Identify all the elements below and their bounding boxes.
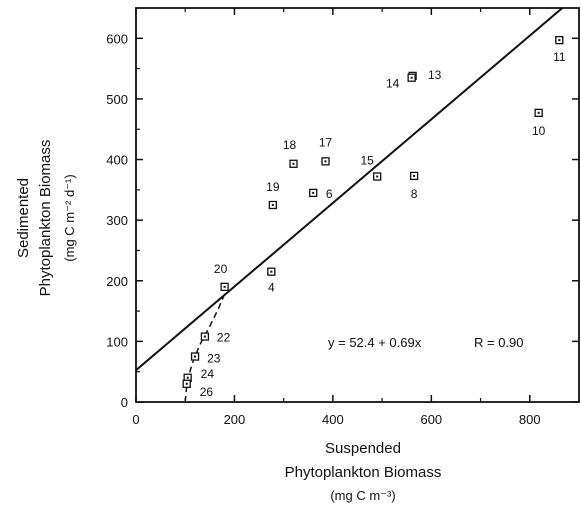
- data-point-center: [185, 382, 188, 385]
- regression-r-value: R = 0.90: [474, 335, 524, 350]
- regression-line: [136, 8, 564, 371]
- y-tick-label: 300: [106, 213, 128, 228]
- data-point-center: [270, 270, 273, 273]
- data-point-center: [194, 355, 197, 358]
- y-tick-label: 500: [106, 92, 128, 107]
- data-point-center: [223, 285, 226, 288]
- data-point-label: 11: [553, 50, 566, 64]
- data-point-label: 24: [201, 367, 215, 381]
- data-point-label: 15: [361, 154, 375, 168]
- x-axis-title-line2: Phytoplankton Biomass: [285, 464, 442, 481]
- data-point-label: 17: [319, 135, 333, 149]
- x-axis-title-units: (mg C m⁻³): [330, 488, 395, 503]
- data-point-label: 18: [283, 138, 297, 152]
- y-tick-label: 600: [106, 31, 128, 46]
- data-point-label: 26: [200, 385, 214, 399]
- data-point-center: [312, 191, 315, 194]
- y-axis-title-units: (mg C m⁻² d⁻¹): [62, 174, 77, 261]
- y-tick-label: 200: [106, 274, 128, 289]
- x-tick-label: 800: [519, 412, 541, 427]
- data-point-label: 19: [266, 180, 280, 194]
- data-point-label: 4: [268, 281, 275, 295]
- y-tick-label: 0: [121, 395, 128, 410]
- data-point-center: [558, 39, 561, 42]
- data-point-label: 13: [428, 68, 442, 82]
- y-tick-label: 100: [106, 334, 128, 349]
- data-point-label: 14: [386, 77, 400, 91]
- data-point-center: [410, 76, 413, 79]
- data-point-label: 10: [532, 124, 546, 138]
- plot-area: 0 100 200 300 400 500 600 0 200 400 600 800 4 6 8 10 11 1…: [106, 7, 580, 427]
- data-point-center: [537, 111, 540, 114]
- plot-frame: [135, 7, 580, 403]
- data-point-label: 8: [411, 187, 418, 201]
- x-axis-title-line1: Suspended: [325, 440, 401, 457]
- data-point-label: 20: [214, 262, 228, 276]
- x-tick-label: 400: [322, 412, 344, 427]
- data-point-center: [203, 335, 206, 338]
- data-point-center: [186, 376, 189, 379]
- data-point-label: 23: [207, 352, 221, 366]
- data-point-center: [376, 175, 379, 178]
- regression-equation: y = 52.4 + 0.69x: [328, 335, 422, 350]
- x-tick-label: 200: [224, 412, 246, 427]
- y-axis-title-line1: Sedimented: [15, 178, 32, 258]
- data-point-label: 22: [217, 331, 231, 345]
- x-tick-label: 600: [420, 412, 442, 427]
- y-axis-title-line2: Phytoplankton Biomass: [37, 140, 54, 297]
- data-point-center: [292, 162, 295, 165]
- y-tick-label: 400: [106, 153, 128, 168]
- data-point-center: [413, 174, 416, 177]
- data-point-center: [271, 204, 274, 206]
- data-point-label: 6: [326, 187, 333, 201]
- x-tick-label: 0: [132, 412, 139, 427]
- data-point-center: [324, 160, 327, 163]
